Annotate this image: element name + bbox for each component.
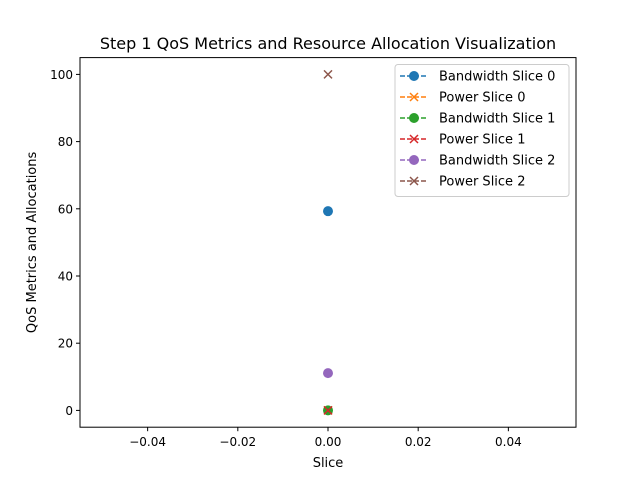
legend-label: Power Slice 2 [439, 175, 525, 190]
legend-item: Power Slice 1 [400, 133, 525, 148]
legend-label: Power Slice 1 [439, 133, 525, 148]
chart-title: Step 1 QoS Metrics and Resource Allocati… [100, 34, 556, 53]
axes-frame [79, 57, 577, 428]
y-tick-label: 100 [50, 68, 73, 82]
legend-item: Bandwidth Slice 1 [400, 112, 555, 127]
legend-marker [409, 155, 419, 165]
data-point [323, 405, 333, 415]
legend-item: Power Slice 0 [400, 91, 525, 106]
legend-label: Bandwidth Slice 2 [439, 154, 555, 169]
legend-box [394, 64, 570, 197]
legend-marker [409, 176, 419, 186]
series-5 [323, 69, 333, 79]
legend: Bandwidth Slice 0 Power Slice 0 Bandwidth … [394, 64, 570, 197]
legend-marker [409, 134, 419, 144]
x-tick-label: 0.04 [495, 435, 522, 449]
series-0 [323, 206, 333, 217]
data-point [323, 206, 333, 217]
series-4 [323, 368, 333, 379]
legend-marker [409, 92, 419, 102]
data-point [323, 368, 333, 379]
legend-item: Bandwidth Slice 2 [400, 154, 555, 169]
y-tick-label: 40 [58, 270, 73, 284]
y-tick-label: 80 [58, 135, 73, 149]
legend-label: Power Slice 0 [439, 91, 525, 106]
legend-marker [409, 113, 419, 123]
x-tick-label: 0.00 [315, 435, 342, 449]
legend-item: Bandwidth Slice 0 [400, 70, 555, 85]
axes: −0.04 −0.02 0.00 0.02 0.04 0 20 40 60 80 100 [50, 68, 522, 449]
data-point [323, 69, 333, 79]
y-tick-label: 0 [65, 404, 73, 418]
y-axis-label: QoS Metrics and Allocations [25, 152, 40, 334]
legend-label: Bandwidth Slice 1 [439, 112, 555, 127]
legend-label: Bandwidth Slice 0 [439, 70, 555, 85]
x-tick-label: −0.04 [129, 435, 166, 449]
y-tick-label: 60 [58, 202, 73, 216]
x-tick-label: 0.02 [405, 435, 432, 449]
x-axis-label: Slice [313, 456, 344, 471]
y-tick-label: 20 [58, 337, 73, 351]
x-tick-label: −0.02 [219, 435, 256, 449]
plot-area [323, 69, 333, 416]
legend-item: Power Slice 2 [400, 175, 525, 190]
legend-marker [409, 71, 419, 81]
series-3 [323, 405, 333, 415]
